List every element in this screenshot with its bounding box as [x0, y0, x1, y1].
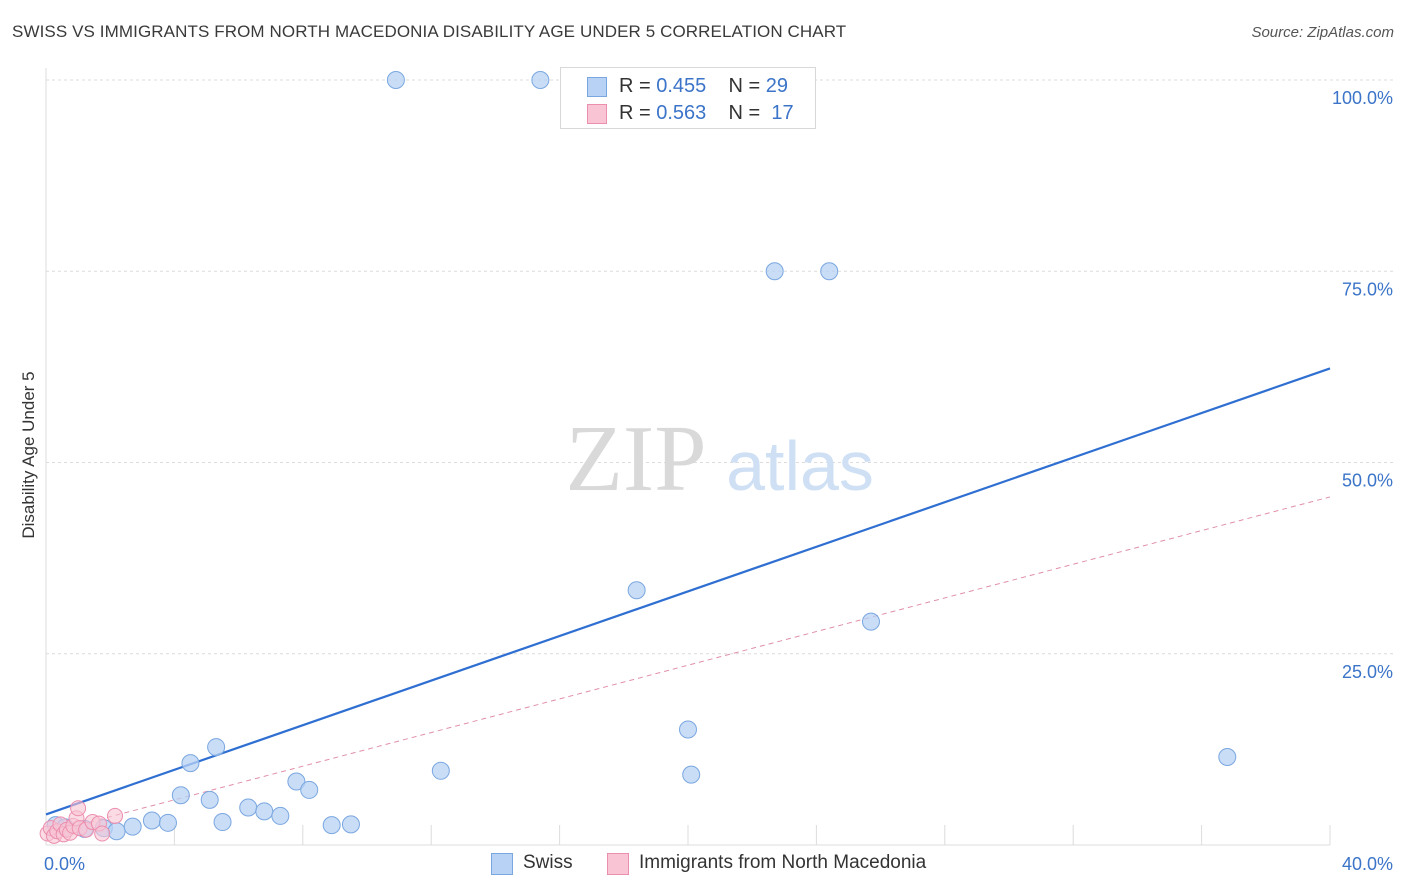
r-value-macedonia: 0.563 [656, 102, 707, 124]
watermark-atlas: atlas [726, 427, 874, 505]
point-swiss [271, 806, 290, 825]
watermark-zip: ZIP [566, 407, 707, 511]
n-value-swiss: 29 [765, 75, 789, 97]
source-credit: Source: ZipAtlas.com [1251, 24, 1394, 41]
correlation-legend: R = 0.455 N = 29 R = 0.563 N = 17 [560, 67, 816, 129]
macedonia-swatch [587, 104, 607, 124]
point-swiss [531, 71, 550, 89]
point-swiss [682, 765, 701, 784]
point-swiss [207, 738, 226, 757]
point-swiss [171, 786, 190, 805]
trend-line-macedonia [45, 496, 1331, 835]
point-swiss [300, 780, 319, 799]
macedonia-legend-label: Immigrants from North Macedonia [639, 852, 927, 873]
point-swiss [322, 816, 341, 835]
r-label: R = [619, 75, 657, 97]
n-value-macedonia: 17 [771, 102, 794, 124]
x-tick-label: 0.0% [44, 854, 85, 874]
n-label: N = [728, 102, 766, 124]
y-tick-label: 100.0% [1332, 88, 1393, 108]
point-swiss [255, 802, 274, 821]
point-swiss [627, 581, 646, 600]
point-swiss [181, 754, 200, 773]
x-tick-label: 40.0% [1342, 854, 1393, 874]
chart-title: SWISS VS IMMIGRANTS FROM NORTH MACEDONIA… [12, 22, 847, 41]
point-macedonia [94, 825, 111, 842]
point-swiss [123, 817, 142, 836]
point-swiss [341, 815, 360, 834]
r-value-swiss: 0.455 [656, 75, 707, 97]
swiss-legend-label: Swiss [523, 852, 573, 873]
watermark: ZIP atlas [566, 407, 874, 511]
grid-lines [45, 68, 1395, 846]
point-swiss [107, 822, 126, 841]
swiss-swatch [587, 77, 607, 97]
data-points [39, 71, 1237, 844]
point-swiss [200, 790, 219, 809]
trend-lines [45, 367, 1331, 835]
point-swiss [679, 720, 697, 739]
macedonia-legend-swatch [607, 853, 629, 875]
point-swiss [1218, 748, 1237, 767]
point-swiss [239, 798, 258, 817]
point-macedonia [107, 807, 124, 824]
point-swiss [861, 612, 880, 631]
point-swiss [287, 772, 306, 791]
point-swiss [386, 71, 405, 89]
swiss-legend-swatch [491, 853, 513, 875]
y-axis-label: Disability Age Under 5 [19, 371, 38, 538]
point-swiss [431, 761, 450, 780]
y-tick-label: 75.0% [1342, 279, 1393, 299]
point-swiss [213, 813, 232, 832]
point-swiss [820, 262, 839, 281]
point-swiss [765, 262, 784, 281]
r-label: R = [619, 102, 657, 124]
n-label: N = [728, 75, 766, 97]
y-tick-label: 50.0% [1342, 471, 1393, 491]
point-swiss [142, 811, 161, 830]
trend-line-swiss [45, 367, 1331, 816]
axis-labels: 25.0% 50.0% 75.0% 100.0% 0.0% 40.0% [44, 88, 1393, 874]
y-tick-label: 25.0% [1342, 662, 1393, 682]
point-macedonia [70, 800, 87, 817]
point-swiss [158, 813, 177, 832]
